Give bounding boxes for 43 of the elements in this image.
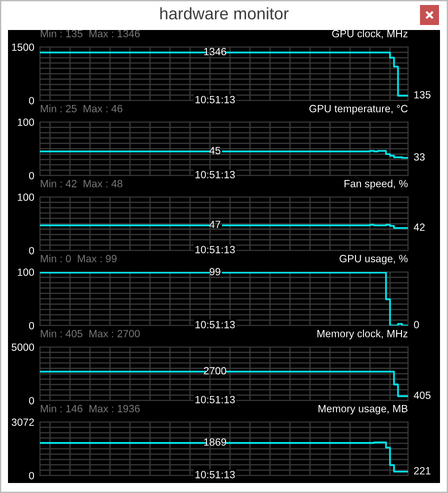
- y-tick-label: 0: [29, 322, 34, 330]
- chart-subtitle: Min : 146 Max : 1936: [40, 404, 140, 412]
- data-label: 405: [414, 392, 430, 399]
- annotation: 10:51:13: [196, 396, 235, 404]
- chart-subtitle: Min : 0 Max : 99: [40, 254, 116, 262]
- text: hardware monitor: [160, 7, 289, 20]
- annotation: 10:51:13: [196, 170, 235, 178]
- chart-subtitle: Min : 42 Max : 48: [40, 180, 122, 188]
- data-label: 135: [414, 91, 430, 98]
- data-label: 0: [414, 320, 419, 328]
- chart-subtitle: Min : 25 Max : 46: [40, 104, 122, 112]
- annotation: 10:51:13: [196, 320, 235, 328]
- annotation: 1869: [204, 438, 226, 446]
- y-tick-label: 0: [29, 472, 34, 480]
- chart-title: GPU clock, MHz: [332, 30, 408, 39]
- chart-title: Fan speed, %: [344, 180, 408, 190]
- annotation: 10:51:13: [196, 96, 235, 104]
- chart-subtitle: Min : 405 Max : 2700: [40, 330, 140, 338]
- data-label: 221: [414, 467, 430, 474]
- y-tick-label: 0: [29, 397, 34, 404]
- y-tick-label: 1500: [12, 44, 34, 51]
- y-tick-label: 3072: [12, 418, 34, 426]
- y-tick-label: 100: [18, 118, 34, 126]
- y-tick-label: 100: [18, 194, 34, 201]
- annotation: 2700: [204, 367, 226, 374]
- y-tick-label: 100: [18, 268, 34, 276]
- chart-subtitle: Min : 135 Max : 1346: [40, 30, 140, 38]
- annotation: 47: [209, 220, 220, 228]
- chart-title: Memory usage, MB: [318, 405, 408, 414]
- annotation: 1346: [204, 48, 226, 56]
- annotation: 99: [210, 268, 220, 276]
- annotation: 10:51:13: [196, 470, 235, 478]
- data-label: 33: [414, 153, 425, 161]
- y-tick-label: 0: [29, 172, 34, 180]
- y-tick-label: 0: [29, 97, 34, 104]
- y-tick-label: 5000: [12, 344, 34, 351]
- annotation: 45: [209, 146, 220, 154]
- data-label: 42: [414, 223, 425, 231]
- chart-title: Memory clock, MHz: [317, 330, 408, 340]
- chart-title: GPU temperature, °C: [309, 104, 408, 114]
- y-tick-label: 0: [29, 247, 34, 254]
- annotation: 10:51:13: [196, 246, 235, 254]
- chart-title: GPU usage, %: [340, 254, 408, 264]
